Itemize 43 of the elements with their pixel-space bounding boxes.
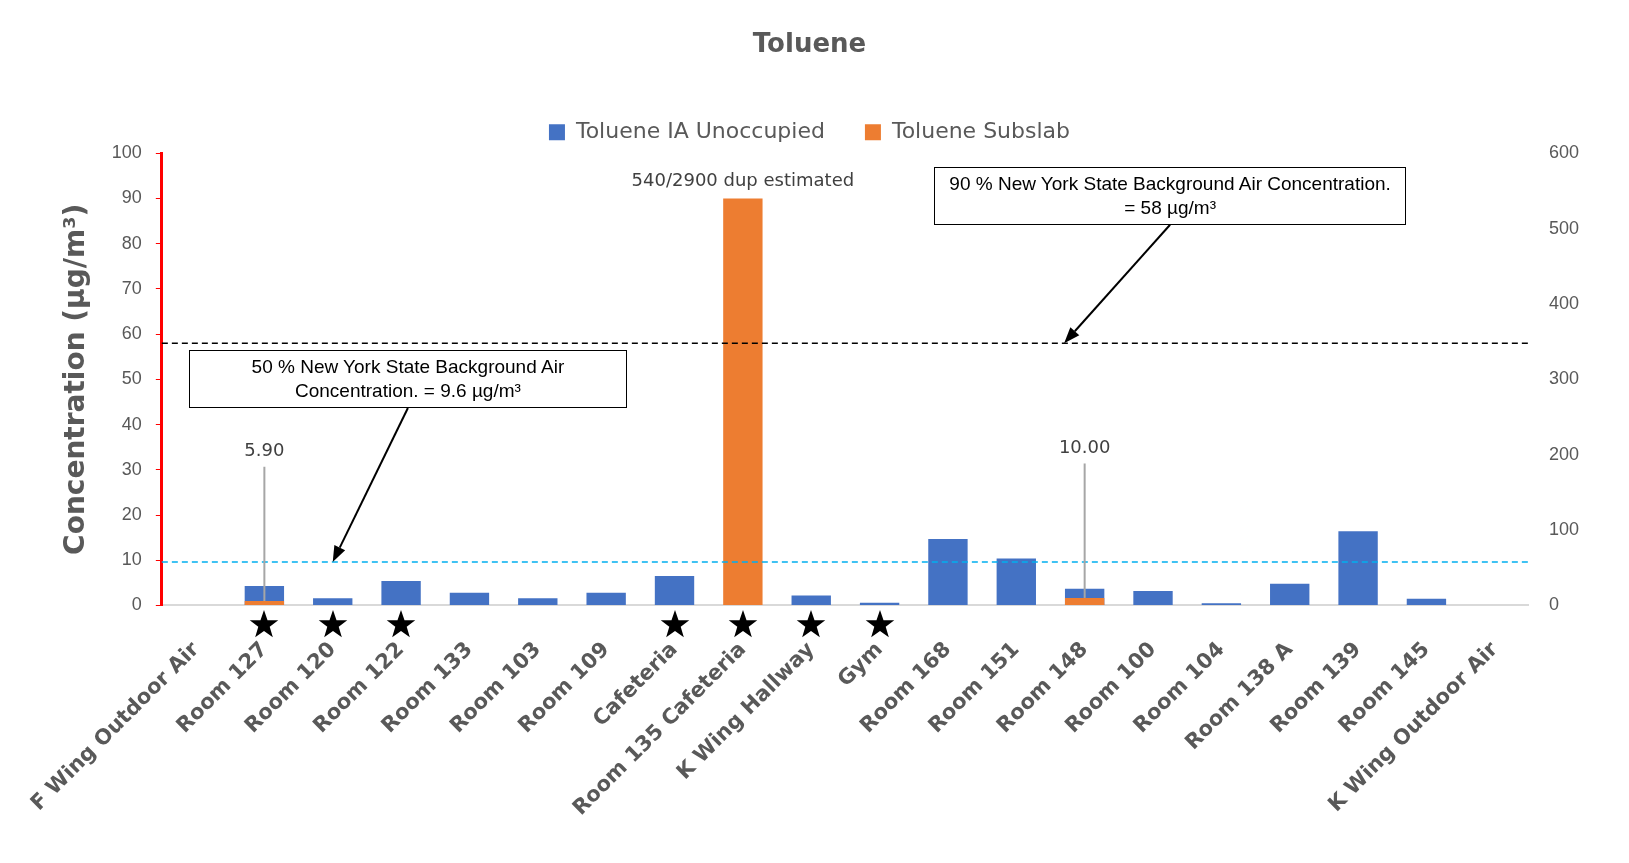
bar <box>449 592 490 605</box>
bar <box>654 576 695 605</box>
bar <box>313 598 353 605</box>
y-tick-label: 50 <box>121 368 142 389</box>
bar <box>518 598 558 605</box>
y-tick-label: 80 <box>121 232 142 253</box>
y2-tick-label: 100 <box>1548 519 1580 540</box>
y-tick-label: 0 <box>131 594 142 615</box>
y-tick-label: 20 <box>121 503 142 524</box>
data-label: 10.00 <box>1058 436 1111 458</box>
bar <box>1406 598 1447 605</box>
bar <box>859 602 900 605</box>
data-label: 540/2900 dup estimated <box>631 169 855 191</box>
y-axis-title: Concentration (µg/m³) <box>58 203 92 555</box>
y2-tick-label: 300 <box>1548 368 1580 389</box>
data-label: 5.90 <box>244 439 285 461</box>
y2-tick-label: 400 <box>1548 292 1580 313</box>
bar <box>1338 531 1378 605</box>
y-tick-label: 10 <box>121 549 142 570</box>
bar <box>791 595 831 605</box>
bar <box>1133 591 1173 605</box>
y-tick-label: 30 <box>121 458 142 479</box>
bar <box>244 601 285 605</box>
bar <box>586 592 626 605</box>
y2-tick-label: 600 <box>1548 142 1580 163</box>
y2-tick-label: 200 <box>1548 443 1580 464</box>
legend-label: Toluene Subslab <box>890 117 1071 143</box>
chart-title: Toluene <box>752 28 867 59</box>
bar <box>723 198 763 605</box>
callout-box: 90 % New York State Background Air Concentration. = 58 µg/m³ <box>934 166 1406 225</box>
y-tick-label: 60 <box>121 323 142 344</box>
y-tick-label: 70 <box>121 277 142 298</box>
bar <box>996 558 1036 605</box>
y-tick-label: 40 <box>121 413 142 434</box>
bar <box>928 539 968 605</box>
y2-tick-label: 0 <box>1548 594 1559 615</box>
y-tick-label: 100 <box>111 142 142 163</box>
bar <box>1270 583 1310 605</box>
callout-box: 50 % New York State Background Air Concentration. = 9.6 µg/m³ <box>189 349 627 408</box>
y2-tick-label: 500 <box>1548 217 1580 238</box>
legend-label: Toluene IA Unoccupied <box>574 117 825 143</box>
y-tick-label: 90 <box>121 187 142 208</box>
bar <box>381 581 421 605</box>
